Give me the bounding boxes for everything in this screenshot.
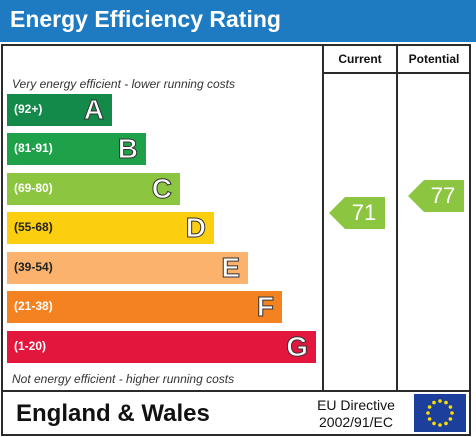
footer-bar <box>1 390 471 436</box>
band-c: (69-80) C <box>7 173 180 205</box>
band-f: (21-38) F <box>7 291 282 323</box>
band-letter-label: F <box>256 291 274 323</box>
eu-star-icon <box>448 405 453 409</box>
footer-region: England & Wales <box>16 400 210 427</box>
band-range-label: (1-20) <box>14 339 47 353</box>
current-score-value: 71 <box>351 200 377 226</box>
potential-score-arrow <box>408 179 464 217</box>
eu-star-icon <box>426 411 430 415</box>
current-column-divider <box>322 44 324 392</box>
eu-star-icon <box>450 411 454 415</box>
potential-column-header: Potential <box>408 52 460 66</box>
chart-title: Energy Efficiency Rating <box>10 6 281 32</box>
chart-frame <box>1 44 471 392</box>
band-range-label: (92+) <box>14 102 43 116</box>
eu-star-icon <box>438 423 442 427</box>
band-b: (81-91) B <box>7 133 146 165</box>
eu-star-icon <box>427 417 432 421</box>
band-letter-label: A <box>83 94 104 126</box>
band-range-label: (81-91) <box>14 141 53 155</box>
directive-line-2: 2002/91/EC <box>319 414 393 430</box>
bottom-caption: Not energy efficient - higher running co… <box>12 372 235 386</box>
band-range-label: (21-38) <box>14 299 53 313</box>
eu-flag-icon <box>414 394 466 432</box>
band-a: (92+) A <box>7 94 112 126</box>
band-range-label: (39-54) <box>14 260 53 274</box>
band-g: (1-20) G <box>7 331 316 363</box>
column-header-divider <box>324 72 471 74</box>
eu-star-icon <box>444 421 448 426</box>
band-letter-label: C <box>151 173 172 205</box>
band-range-label: (69-80) <box>14 181 53 195</box>
band-letter-label: B <box>117 133 138 165</box>
eu-star-icon <box>432 421 436 426</box>
directive-line-1: EU Directive <box>317 397 395 413</box>
potential-column-divider <box>396 44 398 392</box>
band-range-label: (55-68) <box>14 220 53 234</box>
potential-score-value: 77 <box>430 182 456 208</box>
band-letter-label: G <box>286 331 309 363</box>
eu-star-icon <box>448 417 453 421</box>
eu-star-icon <box>444 400 448 405</box>
eu-star-icon <box>438 399 442 403</box>
band-e: (39-54) E <box>7 252 248 284</box>
header-bar: Energy Efficiency Rating <box>0 0 476 42</box>
top-caption: Very energy efficient - lower running co… <box>12 77 235 91</box>
eu-star-icon <box>432 400 436 405</box>
band-letter-label: E <box>221 252 241 284</box>
current-score-arrow <box>329 197 385 234</box>
band-letter-label: D <box>185 212 206 244</box>
eu-star-icon <box>427 405 432 409</box>
band-d: (55-68) D <box>7 212 214 244</box>
current-column-header: Current <box>338 52 382 66</box>
eu-directive: EU Directive 2002/91/EC <box>304 397 408 431</box>
eu-stars-icon <box>426 399 454 427</box>
